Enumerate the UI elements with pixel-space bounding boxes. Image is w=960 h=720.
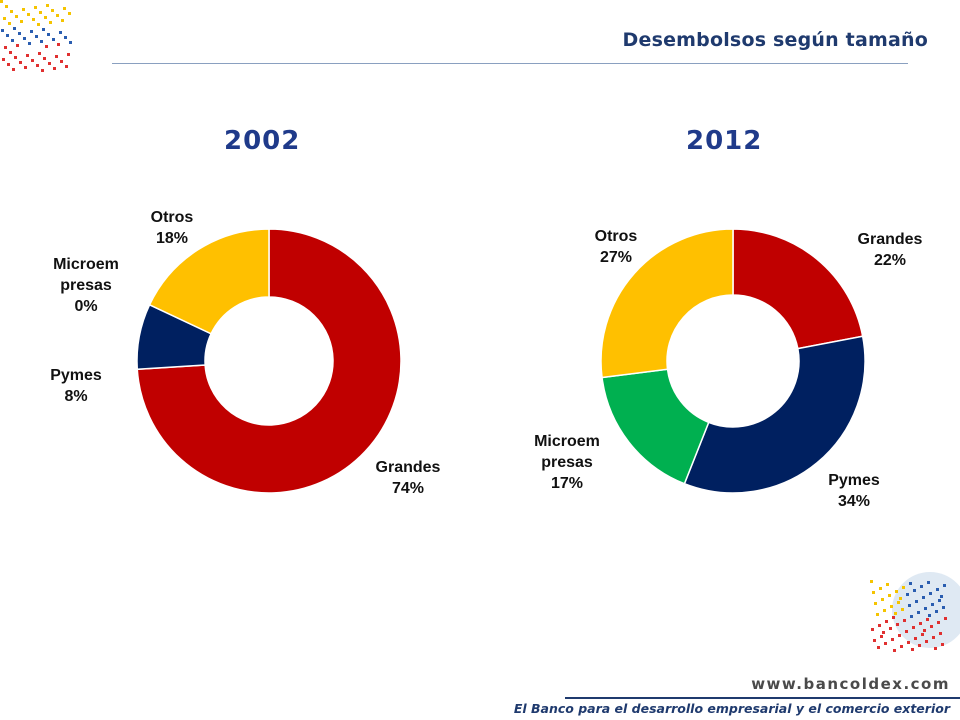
slice-label-2002-microempresas: Microem presas 0% [53,256,119,315]
slice-label-2012-microempresas: Microem presas 17% [534,433,600,492]
slice-label-2012-otros: Otros 27% [595,228,638,266]
slice-label-2002-otros: Otros 18% [151,209,194,247]
page-title: Desembolsos según tamaño [622,29,928,51]
bancoldex-logo-dots-top [0,0,72,72]
title-divider [112,63,908,64]
slice-2012-otros [600,228,734,379]
footer-url[interactable]: www.bancoldex.com [751,675,950,693]
slice-2012-pymes [683,335,866,494]
bancoldex-logo-globe-bottom [870,572,960,652]
slice-label-2012-grandes: Grandes 22% [858,231,923,269]
slice-2002-grandes [136,228,402,494]
slice-2012-grandes [732,228,864,350]
slice-label-2002-grandes: Grandes 74% [376,459,441,497]
slice-label-2012-pymes: Pymes 34% [828,472,880,510]
footer-tagline: El Banco para el desarrollo empresarial … [513,701,950,716]
chart-title-2002: 2002 [224,126,301,156]
chart-title-2012: 2012 [686,126,763,156]
footer-divider [565,697,960,699]
slice-label-2002-pymes: Pymes 8% [50,367,102,405]
slice-2002-otros [148,228,270,335]
